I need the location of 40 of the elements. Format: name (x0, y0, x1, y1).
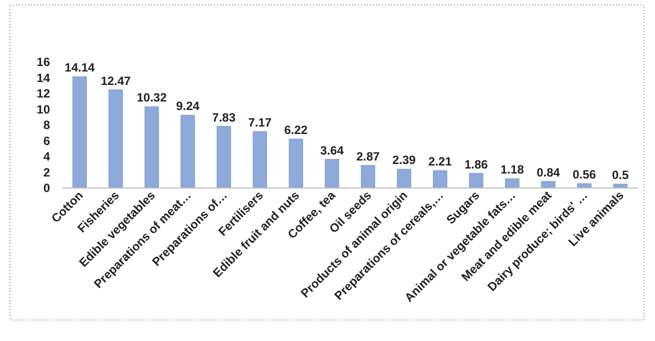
bar (108, 90, 123, 188)
y-tick-label: 6 (43, 134, 50, 148)
bar (469, 173, 484, 188)
data-label: 3.64 (320, 143, 344, 158)
y-tick-label: 10 (36, 102, 50, 116)
bar (505, 178, 520, 188)
data-label: 0.56 (572, 168, 596, 182)
y-tick-label: 12 (36, 86, 50, 100)
data-label: 0.84 (536, 165, 560, 180)
data-label: 7.83 (212, 110, 236, 124)
bar (180, 114, 195, 188)
data-label: 2.21 (428, 154, 452, 169)
data-label: 9.24 (176, 99, 200, 114)
bar (433, 170, 448, 188)
bar (144, 106, 159, 188)
y-tick-label: 16 (36, 55, 50, 69)
data-label: 14.14 (64, 60, 95, 75)
bar (541, 181, 556, 188)
bar (72, 76, 87, 188)
data-label: 2.39 (392, 153, 416, 168)
bar (360, 165, 376, 188)
bar (252, 131, 267, 188)
bar (324, 159, 340, 188)
bar (396, 168, 412, 188)
y-tick-label: 8 (43, 118, 50, 132)
data-label: 10.32 (136, 90, 168, 105)
data-label: 1.86 (464, 157, 488, 172)
y-tick-label: 4 (43, 150, 50, 164)
y-tick-label: 0 (43, 181, 50, 195)
bar (216, 126, 231, 188)
bar (613, 184, 628, 188)
data-label: 2.87 (356, 149, 380, 164)
data-label: 6.22 (284, 123, 308, 138)
bar (288, 138, 304, 188)
data-label: 0.5 (612, 168, 629, 182)
data-label: 12.47 (100, 74, 132, 88)
y-tick-label: 14 (36, 70, 50, 85)
data-label: 7.17 (248, 116, 272, 130)
y-tick-label: 2 (43, 165, 50, 180)
data-label: 1.18 (500, 162, 524, 177)
